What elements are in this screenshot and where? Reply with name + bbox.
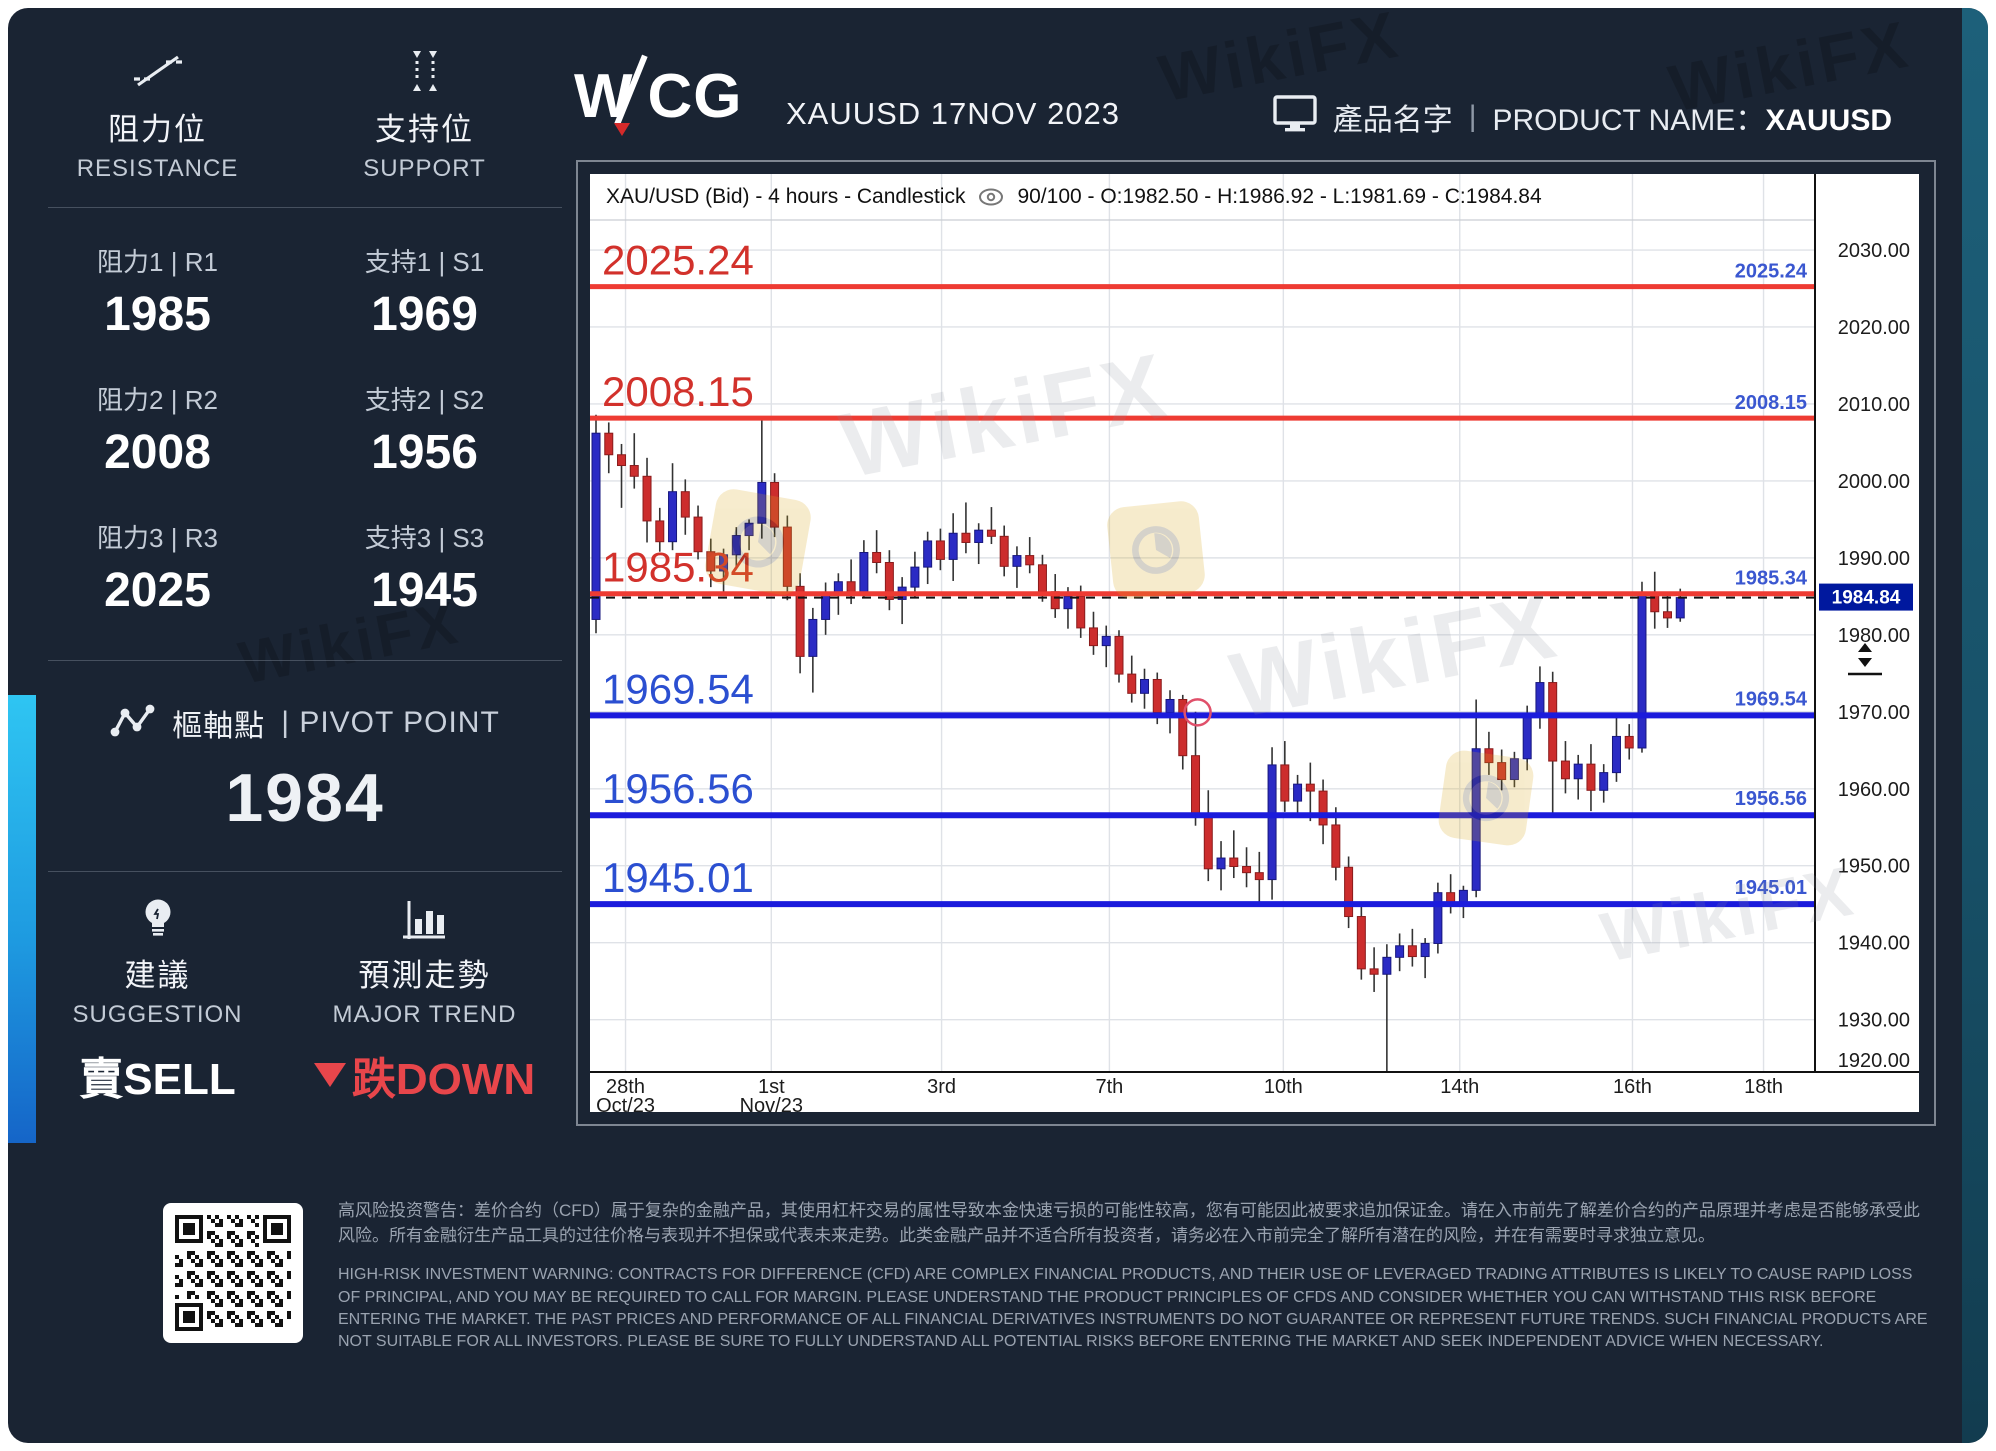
- svg-text:2008.15: 2008.15: [602, 368, 754, 415]
- r2-block: 阻力2 | R2 2008: [40, 380, 275, 480]
- s2-value: 1956: [371, 426, 478, 479]
- bar-chart-icon: [307, 898, 542, 944]
- svg-text:2008.15: 2008.15: [1735, 392, 1807, 414]
- svg-text:28th: 28th: [606, 1076, 645, 1098]
- pivot-block: 樞軸點 | PIVOT POINT 1984: [40, 701, 570, 837]
- svg-text:16th: 16th: [1613, 1076, 1652, 1098]
- footer: 高风险投资警告：差价合约（CFD）属于复杂的金融产品，其使用杠杆交易的属性导致本…: [8, 1173, 1988, 1443]
- divider: [48, 207, 562, 208]
- r3-block: 阻力3 | R3 2025: [40, 518, 275, 618]
- risk-warning-cn: 高风险投资警告：差价合约（CFD）属于复杂的金融产品，其使用杠杆交易的属性导致本…: [338, 1201, 1920, 1245]
- svg-text:Nov/23: Nov/23: [740, 1095, 803, 1112]
- svg-text:1956.56: 1956.56: [1735, 788, 1807, 810]
- svg-text:1930.00: 1930.00: [1838, 1010, 1910, 1032]
- resistance-header: 阻力位 RESISTANCE: [40, 48, 275, 183]
- trend-block: 預測走勢 MAJOR TREND 跌DOWN: [307, 898, 542, 1107]
- risk-warning-en: HIGH-RISK INVESTMENT WARNING: CONTRACTS …: [338, 1266, 1928, 1351]
- svg-text:1985.34: 1985.34: [602, 544, 754, 591]
- s1-block: 支持1 | S1 1969: [307, 242, 542, 342]
- svg-text:1945.01: 1945.01: [602, 854, 754, 901]
- chart-frame: 2025.24 2025.24 2008.15 2008.15 1985.34 1985.…: [576, 160, 1936, 1126]
- price-chart[interactable]: 2025.24 2025.24 2008.15 2008.15 1985.34 1985.…: [590, 174, 1919, 1112]
- r2-value: 2008: [104, 426, 211, 479]
- lightbulb-icon: [40, 898, 275, 944]
- s1-value: 1969: [371, 288, 478, 341]
- divider: [48, 660, 562, 661]
- svg-text:1956.56: 1956.56: [602, 765, 754, 812]
- svg-text:3rd: 3rd: [927, 1076, 956, 1098]
- svg-text:2010.00: 2010.00: [1838, 394, 1910, 416]
- left-accent-bar: [8, 695, 36, 1143]
- product-value: XAUUSD: [1765, 104, 1892, 137]
- svg-text:1945.01: 1945.01: [1735, 877, 1807, 899]
- svg-text:1969.54: 1969.54: [1735, 688, 1808, 710]
- qr-code: [163, 1203, 303, 1343]
- analysis-card: WikiFX WikiFX WikiFX 阻力位 RESISTANCE: [8, 8, 1988, 1443]
- down-triangle-icon: [313, 1063, 346, 1087]
- s3-block: 支持3 | S3 1945: [307, 518, 542, 618]
- support-header: 支持位 SUPPORT: [307, 48, 542, 183]
- svg-text:2025.24: 2025.24: [602, 237, 754, 284]
- svg-text:Oct/23: Oct/23: [596, 1095, 655, 1112]
- svg-text:1940.00: 1940.00: [1838, 933, 1910, 955]
- resistance-icon: [40, 48, 275, 94]
- pivot-icon: [110, 702, 156, 745]
- svg-text:2030.00: 2030.00: [1838, 240, 1910, 262]
- r1-block: 阻力1 | R1 1985: [40, 242, 275, 342]
- product-name-block: 產品名字 | PRODUCT NAME：XAUUSD: [1273, 94, 1892, 140]
- svg-text:1920.00: 1920.00: [1838, 1050, 1910, 1072]
- levels-panel: 阻力位 RESISTANCE 支持位 SUPPOR: [40, 48, 570, 1107]
- svg-text:1st: 1st: [758, 1076, 785, 1098]
- svg-text:1990.00: 1990.00: [1838, 548, 1910, 570]
- svg-text:1985.34: 1985.34: [1735, 568, 1808, 590]
- page-title: XAUUSD 17NOV 2023: [786, 96, 1121, 131]
- svg-text:1950.00: 1950.00: [1838, 856, 1910, 878]
- svg-text:2020.00: 2020.00: [1838, 317, 1910, 339]
- svg-text:1970.00: 1970.00: [1838, 702, 1910, 724]
- support-icon: [307, 48, 542, 94]
- svg-text:7th: 7th: [1095, 1076, 1123, 1098]
- r1-value: 1985: [104, 288, 211, 341]
- svg-text:10th: 10th: [1264, 1076, 1303, 1098]
- wcg-logo: W CG: [574, 54, 743, 136]
- suggestion-action: 賣SELL: [79, 1055, 236, 1104]
- svg-text:1984.84: 1984.84: [1832, 588, 1901, 609]
- svg-text:1980.00: 1980.00: [1838, 625, 1910, 647]
- svg-text:18th: 18th: [1744, 1076, 1783, 1098]
- svg-text:1960.00: 1960.00: [1838, 779, 1910, 801]
- logo-slash: [614, 54, 648, 125]
- monitor-icon: [1273, 94, 1317, 140]
- eye-icon[interactable]: [977, 187, 1005, 207]
- s2-block: 支持2 | S2 1956: [307, 380, 542, 480]
- svg-text:2025.24: 2025.24: [1735, 261, 1808, 283]
- svg-text:1969.54: 1969.54: [602, 665, 754, 712]
- s3-value: 1945: [371, 564, 478, 617]
- divider: [48, 871, 562, 872]
- r3-value: 2025: [104, 564, 211, 617]
- svg-text:14th: 14th: [1440, 1076, 1479, 1098]
- suggestion-block: 建議 SUGGESTION 賣SELL: [40, 898, 275, 1107]
- pivot-value: 1984: [225, 760, 385, 836]
- svg-text:2000.00: 2000.00: [1838, 471, 1910, 493]
- logo-red-triangle: [614, 122, 630, 136]
- trend-action: 跌DOWN: [307, 1043, 542, 1107]
- right-accent-bar: [1962, 8, 1988, 1443]
